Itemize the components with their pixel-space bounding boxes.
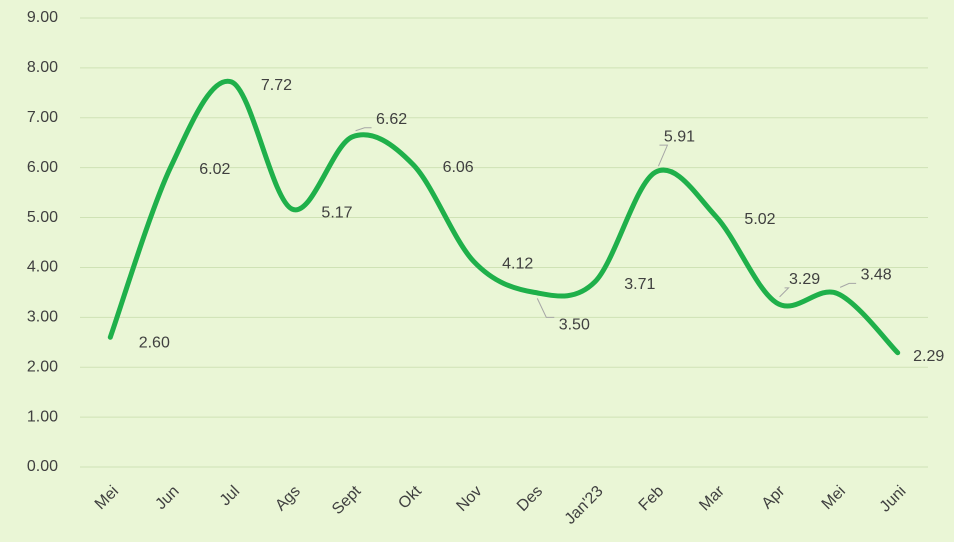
data-label: 6.06 xyxy=(443,159,474,176)
x-tick-label: Okt xyxy=(395,482,425,512)
data-label: 6.02 xyxy=(199,161,230,178)
leader-line xyxy=(657,144,669,167)
y-tick-label: 9.00 xyxy=(27,9,58,26)
y-tick-label: 0.00 xyxy=(27,458,58,475)
y-tick-label: 1.00 xyxy=(27,408,58,425)
x-tick-label: Nov xyxy=(453,483,485,515)
y-tick-label: 6.00 xyxy=(27,159,58,176)
x-tick-label: Sept xyxy=(329,482,365,518)
x-tick-label: Apr xyxy=(759,482,789,512)
x-tick-label: Ags xyxy=(272,483,304,515)
data-label: 3.48 xyxy=(861,267,892,284)
y-tick-label: 7.00 xyxy=(27,109,58,126)
data-label: 5.91 xyxy=(664,128,695,145)
data-label: 3.29 xyxy=(789,271,820,288)
x-tick-label: Mei xyxy=(92,483,122,513)
x-tick-label: Jul xyxy=(217,483,243,509)
leader-line xyxy=(779,287,790,298)
data-label: 5.17 xyxy=(321,204,352,221)
leader-line xyxy=(536,298,555,318)
data-label: 3.71 xyxy=(624,276,655,293)
leader-line xyxy=(839,282,857,288)
data-label: 6.62 xyxy=(376,111,407,128)
y-tick-label: 8.00 xyxy=(27,59,58,76)
x-tick-label: Mar xyxy=(696,482,728,514)
data-label: 7.72 xyxy=(261,77,292,94)
data-label: 3.50 xyxy=(559,317,590,334)
y-tick-label: 3.00 xyxy=(27,309,58,326)
x-tick-label: Juni xyxy=(877,483,910,516)
y-tick-label: 5.00 xyxy=(27,209,58,226)
leader-line xyxy=(355,127,372,132)
line xyxy=(107,78,901,356)
x-tick-label: Jan'23 xyxy=(562,483,607,528)
data-label: 2.60 xyxy=(139,335,170,352)
x-tick-label: Des xyxy=(514,483,546,515)
y-tick-label: 4.00 xyxy=(27,259,58,276)
data-label: 5.02 xyxy=(744,211,775,228)
x-tick-label: Jun xyxy=(152,483,182,513)
x-tick-label: Mei xyxy=(819,483,849,513)
data-label: 2.29 xyxy=(913,348,944,365)
data-label: 4.12 xyxy=(502,256,533,273)
y-tick-label: 2.00 xyxy=(27,358,58,375)
x-tick-label: Feb xyxy=(636,483,668,515)
